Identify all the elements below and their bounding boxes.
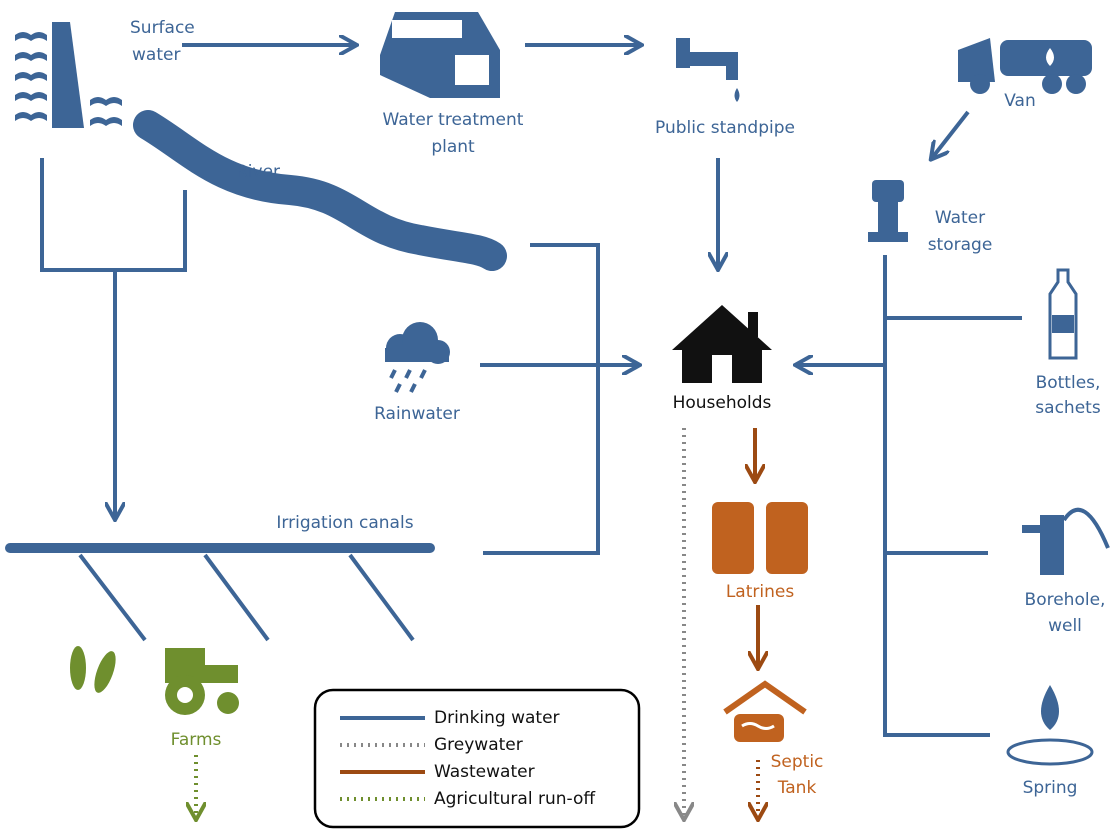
node-label: plant [431, 137, 475, 157]
node-label: Spring [1023, 778, 1078, 798]
node-label: Water [935, 208, 985, 228]
legend-label: Agricultural run-off [434, 789, 596, 809]
node-label: Surface [130, 18, 195, 38]
legend-label: Wastewater [434, 762, 535, 782]
septic-tank-icon [723, 680, 807, 742]
tractor-icon [165, 648, 239, 715]
node-label: Irrigation canals [276, 513, 413, 533]
node-label: well [1048, 616, 1082, 636]
household-icon [672, 305, 772, 383]
node-label: Septic [771, 752, 824, 772]
pump-icon [1022, 507, 1110, 575]
node-label: Latrines [726, 582, 795, 602]
node-label: water [132, 45, 180, 65]
node-label: Bottles, [1036, 373, 1101, 393]
node-label: Water treatment [383, 110, 524, 130]
legend: Drinking water Greywater Wastewater Agri… [313, 688, 641, 829]
rainwater-icon [385, 322, 450, 393]
bottle-icon [1048, 268, 1078, 360]
node-label: Farms [171, 730, 222, 750]
legend-label: Greywater [434, 735, 523, 755]
surface-water-icon [15, 22, 122, 128]
node-label: Van [1004, 91, 1036, 111]
standpipe-icon [676, 38, 740, 102]
water-storage-icon [868, 180, 908, 242]
node-label: Tank [777, 778, 817, 798]
van-icon [958, 38, 1092, 94]
labels: Surface water Water treatment plant Publ… [130, 18, 1105, 798]
treatment-plant-icon [380, 12, 500, 98]
node-label: storage [928, 235, 993, 255]
drinking-water-flows [5, 45, 1022, 737]
node-label: Public standpipe [655, 118, 795, 138]
legend-label: Drinking water [434, 708, 560, 728]
latrine-icon [712, 502, 808, 574]
wheat-icon [70, 646, 116, 693]
node-label: River [236, 162, 280, 182]
node-label: Borehole, [1025, 590, 1106, 610]
spring-icon [1006, 685, 1094, 766]
node-label: Rainwater [374, 404, 460, 424]
node-label: sachets [1035, 398, 1101, 418]
river [133, 110, 507, 271]
node-label: Households [673, 393, 772, 413]
